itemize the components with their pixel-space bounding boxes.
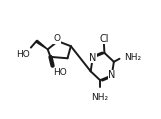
Text: N: N: [89, 53, 96, 63]
Text: NH₂: NH₂: [92, 93, 109, 102]
Polygon shape: [36, 40, 48, 49]
Text: N: N: [108, 70, 115, 80]
Text: O: O: [53, 34, 60, 43]
Text: HO: HO: [16, 50, 30, 59]
Text: HO: HO: [53, 68, 67, 77]
Text: NH₂: NH₂: [124, 53, 141, 62]
Text: Cl: Cl: [99, 34, 109, 44]
